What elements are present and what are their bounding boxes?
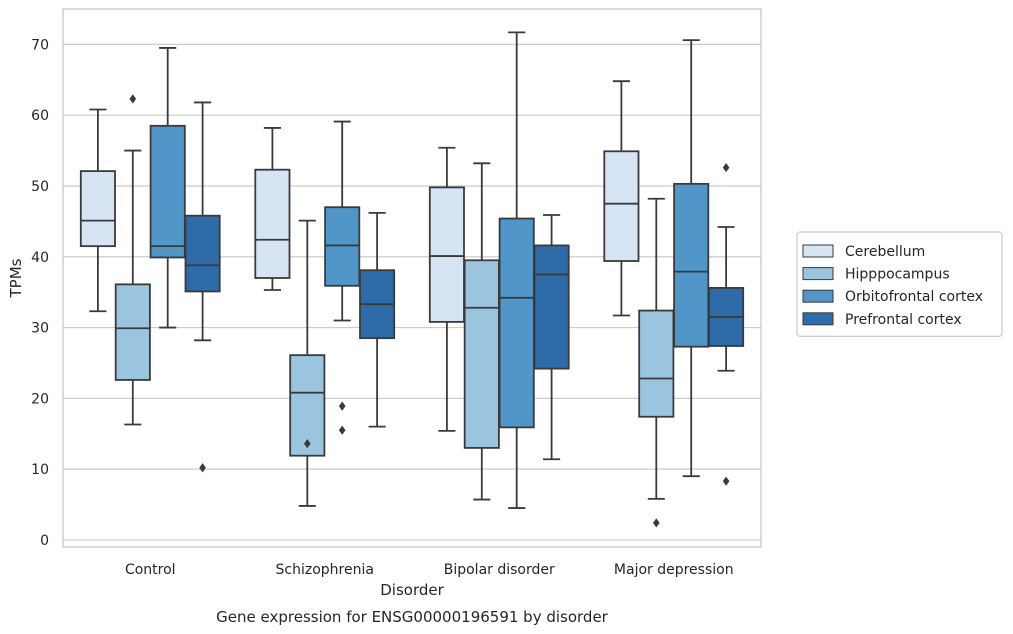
legend-swatch xyxy=(802,244,834,258)
outlier-point xyxy=(722,476,730,486)
box-prefrontal-cortex xyxy=(533,214,570,461)
legend-swatch xyxy=(802,267,834,281)
outlier-point xyxy=(199,463,206,473)
box-hipppocampus xyxy=(638,197,675,528)
y-tick-label: 50 xyxy=(31,179,49,195)
x-axis-label: Disorder xyxy=(380,581,444,599)
x-tick-label: Control xyxy=(125,562,176,578)
y-tick-label: 10 xyxy=(31,462,49,478)
y-tick-label: 40 xyxy=(31,250,49,266)
box-orbitofrontal-cortex xyxy=(149,47,186,329)
legend-label: Prefrontal cortex xyxy=(845,312,962,328)
box-hipppocampus xyxy=(114,94,151,426)
box-iqr xyxy=(428,186,465,323)
outlier-point xyxy=(338,425,346,435)
outlier-point xyxy=(338,401,346,411)
y-axis-ticks: 0 10 20 30 40 50 60 70 xyxy=(31,37,49,549)
legend-label: Hipppocampus xyxy=(845,267,950,283)
outlier-point xyxy=(303,439,311,449)
box-iqr xyxy=(673,182,710,348)
y-tick-label: 60 xyxy=(31,108,49,124)
legend-swatch xyxy=(802,312,834,326)
box-cerebellum xyxy=(428,146,465,432)
box-prefrontal-cortex xyxy=(184,101,221,473)
box-orbitofrontal-cortex xyxy=(673,39,710,478)
y-tick-label: 20 xyxy=(31,391,49,407)
box-prefrontal-cortex xyxy=(708,162,745,486)
x-axis-ticks: Control Schizophrenia Bipolar disorder Majo… xyxy=(125,562,734,578)
x-tick-label: Major depression xyxy=(614,562,734,578)
box-hipppocampus xyxy=(289,219,326,507)
box-iqr xyxy=(114,283,151,381)
legend-swatch xyxy=(802,289,834,303)
box-iqr xyxy=(463,259,500,449)
box-iqr xyxy=(79,170,116,248)
x-tick-label: Schizophrenia xyxy=(276,562,374,578)
box-iqr xyxy=(638,309,675,418)
box-hipppocampus xyxy=(463,162,500,501)
outlier-point xyxy=(652,518,660,528)
box-cerebellum xyxy=(603,80,640,317)
legend: Cerebellum Hipppocampus Orbitofrontal cort… xyxy=(796,231,1003,338)
outlier-point xyxy=(722,162,730,173)
box-iqr xyxy=(184,214,221,293)
legend-label: Cerebellum xyxy=(845,244,925,260)
box-iqr xyxy=(603,150,640,262)
box-orbitofrontal-cortex xyxy=(498,31,535,509)
legend-label: Orbitofrontal cortex xyxy=(845,289,983,305)
box-iqr xyxy=(149,124,186,259)
box-iqr xyxy=(289,354,326,457)
legend-frame xyxy=(796,231,1003,338)
box-iqr xyxy=(324,206,361,287)
box-orbitofrontal-cortex xyxy=(324,120,361,435)
plot-frame xyxy=(62,8,762,548)
x-tick-label: Bipolar disorder xyxy=(444,562,555,578)
box-iqr xyxy=(498,217,535,429)
y-tick-label: 0 xyxy=(40,533,49,549)
box-iqr xyxy=(533,244,570,370)
box-prefrontal-cortex xyxy=(359,211,396,428)
box-cerebellum xyxy=(254,127,291,291)
box-cerebellum xyxy=(79,108,116,313)
box-iqr xyxy=(254,168,291,279)
y-axis-label: TPMs xyxy=(7,258,25,298)
box-plots xyxy=(79,31,745,528)
y-tick-label: 30 xyxy=(31,321,49,337)
outlier-point xyxy=(129,94,137,104)
chart-caption: Gene expression for ENSG00000196591 by d… xyxy=(216,608,609,626)
y-tick-label: 70 xyxy=(31,37,49,53)
